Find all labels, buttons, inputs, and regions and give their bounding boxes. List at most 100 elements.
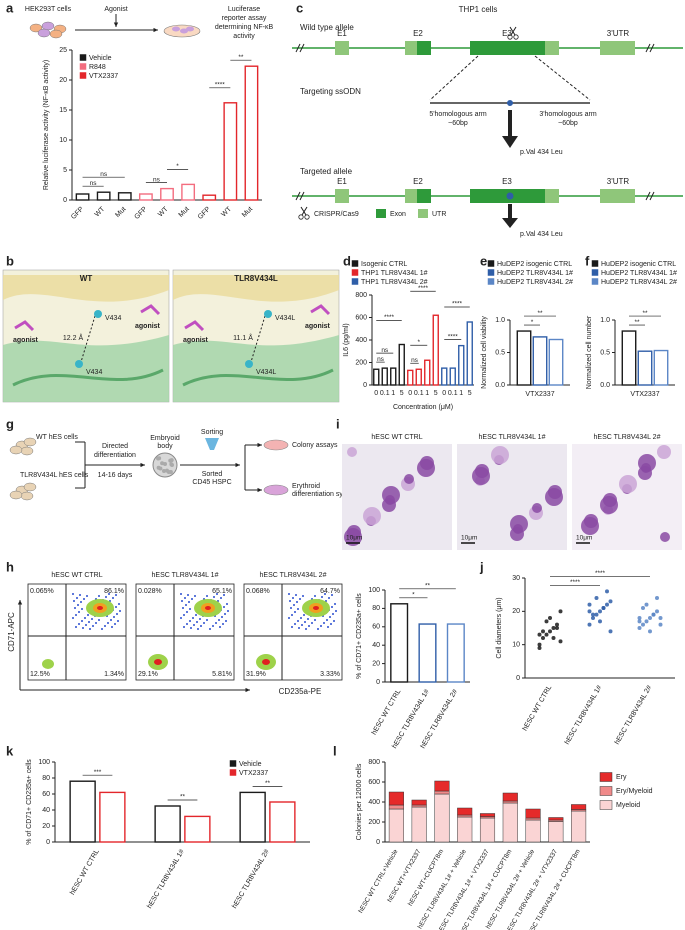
significance-label: * — [176, 163, 179, 170]
eb-cell — [156, 465, 161, 470]
event — [78, 611, 80, 613]
event — [293, 604, 295, 606]
exon — [405, 41, 417, 55]
quadrant-value: 0.068% — [246, 588, 270, 595]
bar — [154, 805, 181, 843]
quadrant-value: 65.1% — [212, 588, 232, 595]
big-arrow — [508, 110, 512, 138]
event — [180, 593, 182, 595]
panel-label: d — [343, 253, 351, 268]
y-tick-label: 800 — [368, 759, 380, 766]
event — [294, 611, 296, 613]
event — [199, 618, 201, 620]
cell — [657, 445, 671, 459]
event — [194, 595, 196, 597]
cell — [347, 447, 357, 457]
density — [97, 606, 103, 610]
event — [75, 626, 77, 628]
y-tick-label: 15 — [59, 107, 67, 114]
event — [75, 614, 77, 616]
quadrant-value: 1.34% — [104, 671, 124, 678]
y-tick-label: 20 — [59, 77, 67, 84]
legend-label: Vehicle — [239, 761, 262, 768]
point — [648, 616, 652, 620]
legend-swatch — [79, 63, 87, 70]
event — [291, 626, 293, 628]
distance-line — [250, 315, 266, 363]
x-tick-label: hESC WT CTRL — [69, 848, 101, 896]
legend-label: HuDEP2 TLR8V434L 2# — [497, 279, 573, 286]
cell — [9, 445, 23, 455]
eb-cell — [169, 462, 174, 467]
event — [187, 594, 189, 596]
exon — [600, 41, 635, 55]
event — [110, 619, 112, 621]
event — [115, 606, 117, 608]
point — [605, 589, 609, 594]
bar — [373, 368, 380, 386]
exon — [405, 189, 417, 203]
protein-ribbon — [173, 275, 339, 302]
bar-segment — [525, 808, 541, 819]
bar — [398, 343, 405, 386]
assay-text: determining NF-κB — [215, 24, 274, 31]
point — [587, 602, 592, 607]
exon — [417, 189, 431, 203]
x-tick-label: hESC TLR8V434L 2# — [231, 848, 271, 910]
cell — [172, 26, 180, 32]
significance-label: * — [417, 339, 420, 346]
point — [598, 609, 602, 614]
x-tick-label: Mut — [178, 206, 191, 219]
event — [74, 607, 76, 609]
event — [95, 622, 97, 624]
y-tick-label: 0 — [46, 839, 50, 846]
event — [321, 596, 323, 598]
bar-segment — [434, 793, 450, 843]
point — [558, 639, 563, 644]
cell — [584, 514, 598, 528]
significance-label: ** — [180, 794, 186, 801]
bar-segment — [571, 804, 587, 810]
bar-segment — [548, 821, 564, 843]
event — [119, 610, 121, 612]
bar — [548, 338, 564, 386]
point — [651, 612, 656, 617]
cell — [23, 482, 37, 492]
event — [112, 597, 114, 599]
distance-label: 12.2 Å — [63, 333, 84, 342]
image-title: hESC WT CTRL — [371, 434, 422, 441]
cell — [347, 525, 361, 539]
x-tick-label: WT — [157, 205, 170, 218]
event — [182, 607, 184, 609]
legend-label: Exon — [390, 211, 406, 218]
event — [320, 625, 322, 627]
x-tick-label: 1 — [391, 390, 395, 397]
event — [329, 616, 331, 618]
x-tick-label: GFP — [70, 206, 85, 221]
legend-label: HuDEP2 isogenic CTRL — [497, 261, 572, 268]
exon — [545, 189, 559, 203]
step-label: Colony assays — [292, 442, 338, 449]
exon — [545, 41, 559, 55]
agonist — [14, 320, 35, 332]
y-axis-label: IL6 (pg/ml) — [343, 323, 350, 356]
event — [301, 624, 303, 626]
scissors — [513, 34, 519, 40]
x-tick-label: 0.1 — [448, 390, 458, 397]
event — [76, 597, 78, 599]
event — [298, 627, 300, 629]
event — [200, 625, 202, 627]
y-tick-label: 100 — [368, 587, 380, 594]
bar — [390, 367, 397, 386]
event — [190, 627, 192, 629]
point — [641, 606, 645, 610]
quadrant-value: 31.9% — [246, 671, 266, 678]
bar-segment — [479, 817, 496, 843]
exon — [600, 189, 635, 203]
x-tick-label: 0 — [374, 390, 378, 397]
point — [555, 626, 559, 630]
x-tick-label: hESC WT CTRL+Vehicle — [357, 848, 399, 914]
panel-label: i — [336, 416, 340, 431]
arrow-head — [153, 27, 158, 33]
